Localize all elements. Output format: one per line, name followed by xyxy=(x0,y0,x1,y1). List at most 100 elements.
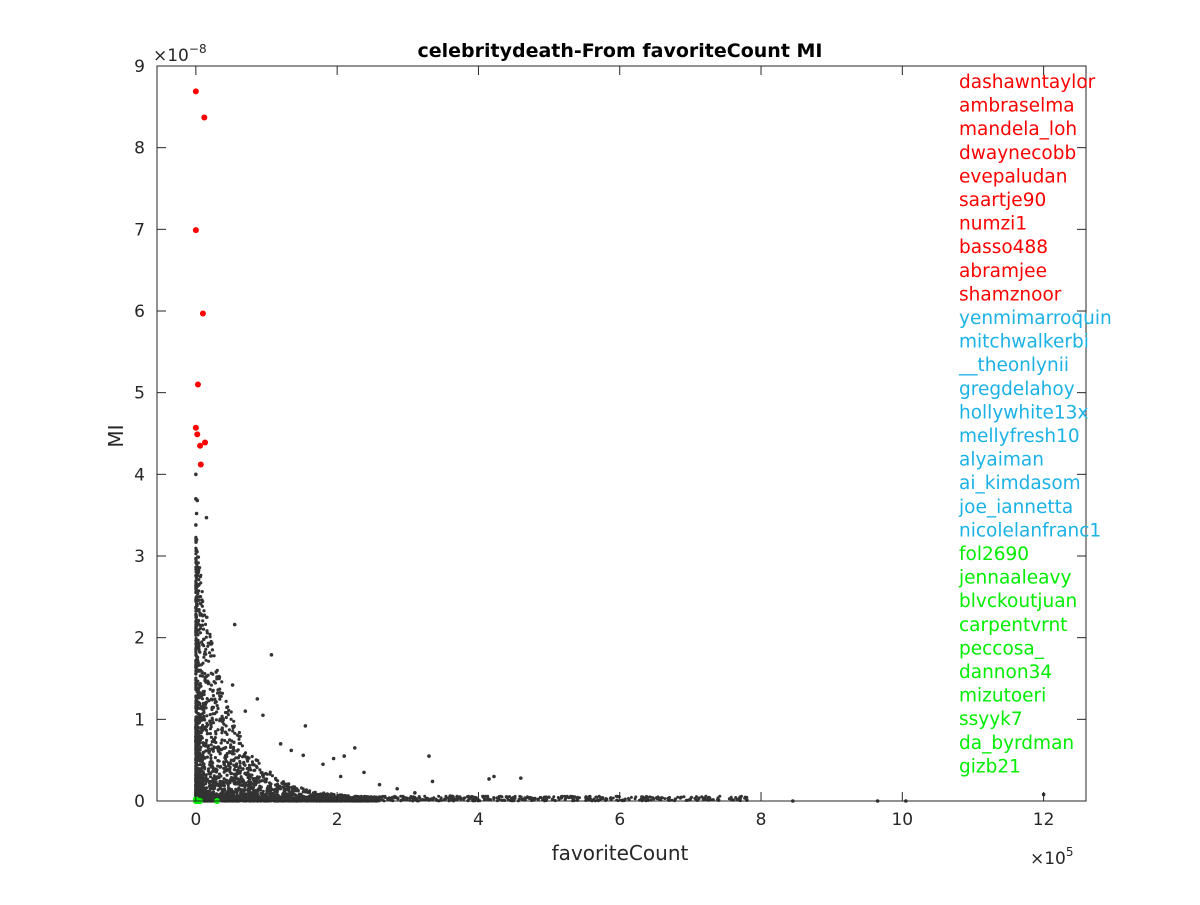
bulk-density-point xyxy=(194,565,198,570)
data-point-top-group xyxy=(202,439,209,446)
bulk-density-point xyxy=(215,668,219,673)
bulk-density-point xyxy=(218,779,222,784)
bulk-density-point xyxy=(292,789,296,793)
bulk-density-point xyxy=(217,759,221,763)
bulk-density-point xyxy=(201,763,205,768)
bulk-density-point xyxy=(216,745,220,749)
bulk-density-point xyxy=(203,672,207,676)
bulk-density-point xyxy=(195,619,200,623)
bulk-density-point xyxy=(197,731,201,735)
bulk-density-point xyxy=(201,619,205,623)
bulk-density-point xyxy=(201,723,205,727)
name-label-top-group: numzi1 xyxy=(959,214,1027,235)
bulk-baseline-point xyxy=(373,797,376,801)
bulk-density-point xyxy=(252,763,256,767)
bulk-baseline-point xyxy=(383,796,387,799)
bulk-baseline-point xyxy=(271,795,275,799)
bulk-baseline-point xyxy=(700,795,704,799)
data-point-bulk xyxy=(395,786,399,791)
bulk-density-point xyxy=(231,746,235,750)
bulk-density-point xyxy=(221,718,225,722)
bulk-baseline-point xyxy=(380,797,384,801)
bulk-density-point xyxy=(232,719,236,723)
bulk-density-point xyxy=(210,698,214,702)
bulk-density-point xyxy=(198,595,202,599)
bulk-baseline-point xyxy=(327,797,331,801)
bulk-density-point xyxy=(211,712,215,716)
bulk-baseline-point xyxy=(365,795,369,798)
bulk-baseline-point xyxy=(640,795,644,799)
bulk-density-point xyxy=(196,715,200,719)
bulk-density-point xyxy=(194,681,198,685)
bulk-density-point xyxy=(240,744,244,748)
y-exponent-value: −8 xyxy=(189,42,207,56)
bulk-density-point xyxy=(223,730,227,734)
bulk-baseline-point xyxy=(513,794,517,798)
bulk-baseline-point xyxy=(519,795,523,799)
bulk-baseline-point xyxy=(297,797,301,801)
bulk-density-point xyxy=(246,766,250,771)
bulk-baseline-point xyxy=(227,795,231,799)
bulk-density-point xyxy=(222,722,226,726)
bulk-baseline-point xyxy=(267,797,271,801)
series-bulk xyxy=(194,472,1046,803)
bulk-density-point xyxy=(278,784,282,788)
bulk-baseline-point xyxy=(363,794,367,798)
bulk-density-point xyxy=(207,699,211,703)
bulk-density-point xyxy=(210,648,214,652)
bulk-points-layer xyxy=(194,472,1046,803)
axes-box xyxy=(156,65,1087,802)
bulk-density-point xyxy=(210,780,214,784)
bulk-density-point xyxy=(229,710,233,714)
bulk-baseline-point xyxy=(492,796,496,799)
bulk-baseline-point xyxy=(276,797,280,801)
bulk-density-point xyxy=(218,748,223,752)
bulk-density-point xyxy=(208,775,213,779)
bulk-density-point xyxy=(194,627,198,631)
bulk-density-point xyxy=(220,731,224,735)
bulk-density-point xyxy=(194,762,198,766)
x-tick-label: 2 xyxy=(332,810,343,830)
bulk-density-point xyxy=(194,678,198,682)
bulk-density-point xyxy=(212,680,216,684)
bulk-density-point xyxy=(211,672,215,676)
bulk-density-point xyxy=(225,751,229,756)
name-label-bottom-group: mizutoeri xyxy=(959,686,1046,707)
bulk-density-point xyxy=(218,697,222,701)
bulk-baseline-point xyxy=(318,796,322,799)
bulk-density-point xyxy=(194,546,198,550)
bulk-density-point xyxy=(217,677,221,681)
bulk-density-point xyxy=(231,726,235,730)
bulk-density-point xyxy=(211,766,215,771)
bulk-density-point xyxy=(197,578,201,582)
axes-frame-layer xyxy=(156,65,1087,802)
data-point-bulk xyxy=(430,779,435,784)
bulk-baseline-point xyxy=(682,795,686,799)
bulk-density-point xyxy=(205,728,209,733)
bulk-baseline-point xyxy=(648,795,652,799)
name-labels-layer: dashawntaylor ambraselmamandela_lohdwayne… xyxy=(958,72,1112,777)
data-point-bulk xyxy=(448,794,452,798)
bulk-density-point xyxy=(303,790,307,794)
bulk-density-point xyxy=(235,749,239,753)
bulk-baseline-point xyxy=(396,797,400,801)
bulk-baseline-point xyxy=(322,795,326,799)
bulk-density-point xyxy=(198,601,202,606)
bulk-density-point xyxy=(211,689,215,693)
bulk-density-point xyxy=(208,763,212,767)
bulk-baseline-point xyxy=(489,798,493,802)
data-point-top-group xyxy=(201,114,208,121)
bulk-density-point xyxy=(194,605,198,610)
data-point-top-group xyxy=(194,431,201,438)
bulk-density-point xyxy=(200,640,204,644)
bulk-density-point xyxy=(293,785,297,789)
data-point-bulk xyxy=(301,753,306,758)
data-point-top-group xyxy=(192,88,199,95)
bulk-density-point xyxy=(204,786,209,790)
bulk-density-point xyxy=(205,700,209,704)
bulk-density-point xyxy=(208,651,212,655)
bulk-baseline-point xyxy=(608,796,612,800)
bulk-baseline-point xyxy=(302,795,306,799)
name-label-mid-group: mellyfresh10 xyxy=(959,426,1080,447)
